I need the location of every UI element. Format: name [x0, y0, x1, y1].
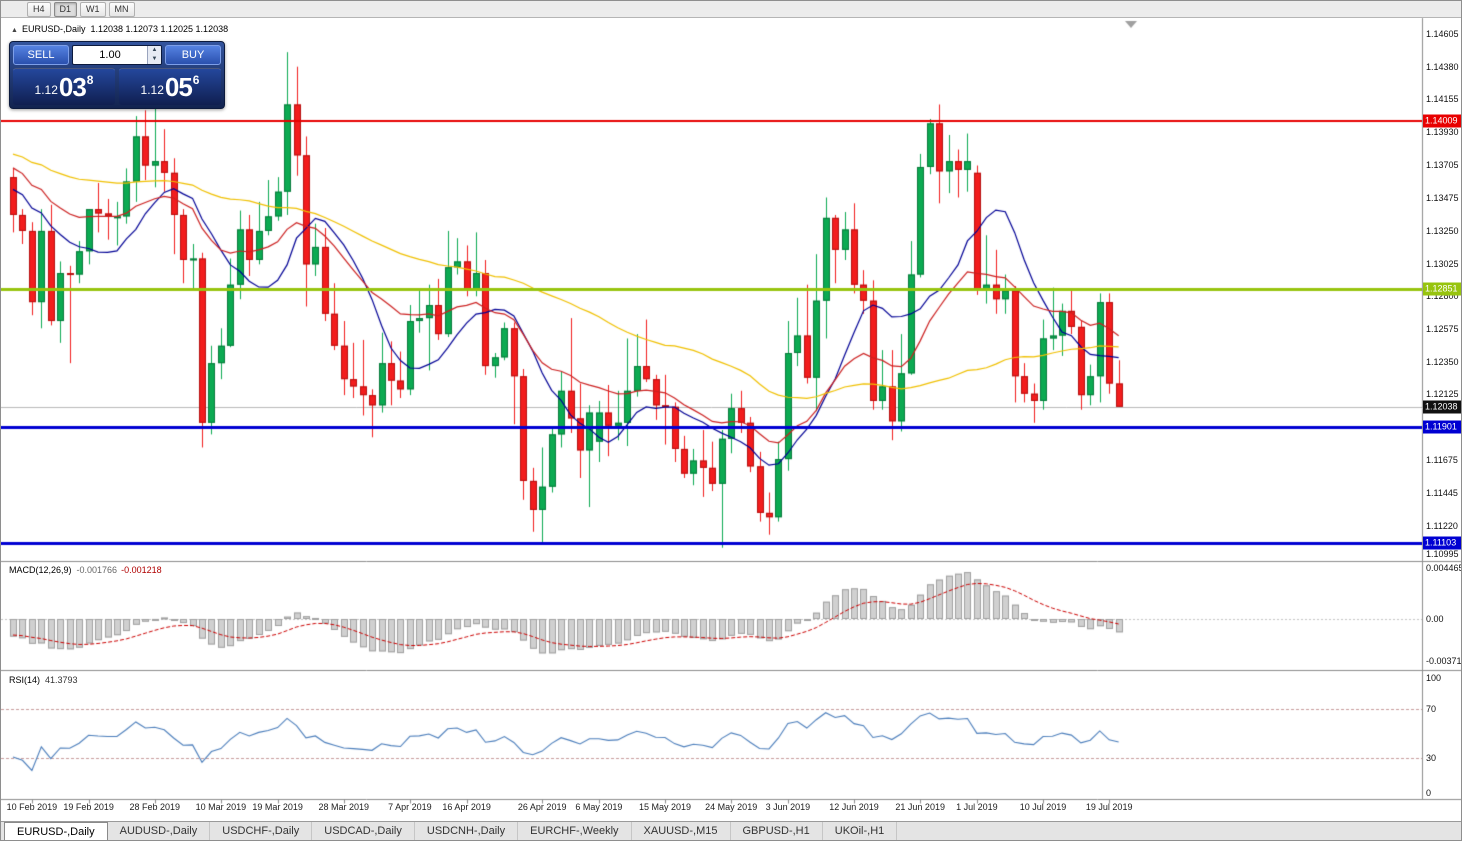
chart-ohlc-values: 1.12038 1.12073 1.12025 1.12038: [90, 24, 229, 34]
timeframe-toolbar: H4 D1 W1 MN: [1, 1, 1461, 18]
sell-price-display[interactable]: 1.12 03 8: [13, 68, 115, 105]
buy-price-main: 1.12: [140, 83, 164, 97]
chart-title: ▲ EURUSD-,Daily 1.12038 1.12073 1.12025 1.…: [11, 24, 228, 34]
volume-input[interactable]: 1.00: [99, 49, 121, 61]
timeframe-buttons: H4 D1 W1 MN: [27, 1, 135, 17]
macd-name: MACD(12,26,9): [9, 565, 72, 575]
timeframe-button-d1[interactable]: D1: [53, 1, 78, 17]
chart-tab-eurusd-daily[interactable]: EURUSD-,Daily: [4, 822, 108, 840]
chart-tab-ukoil-h1[interactable]: UKOil-,H1: [823, 822, 898, 840]
chart-symbol-period: EURUSD-,Daily: [21, 24, 86, 34]
one-click-trading-panel: SELL 1.00 ▲ ▼ BUY 1.12 03 8 1.12 05 6: [9, 41, 225, 109]
chart-tab-xauusd-m15[interactable]: XAUUSD-,M15: [632, 822, 731, 840]
volume-spinner: ▲ ▼: [147, 46, 161, 64]
chart-tab-gbpusd-h1[interactable]: GBPUSD-,H1: [731, 822, 823, 840]
one-click-collapse-icon[interactable]: ▲: [11, 27, 18, 34]
sell-price-pips: 03: [58, 71, 87, 102]
volume-increase-button[interactable]: ▲: [148, 46, 161, 55]
timeframe-button-h4[interactable]: H4: [27, 1, 51, 17]
chart-tab-bar: EURUSD-,Daily AUDUSD-,Daily USDCHF-,Daily U…: [1, 821, 1461, 840]
volume-decrease-button[interactable]: ▼: [148, 55, 161, 64]
timeframe-button-mn[interactable]: MN: [108, 1, 135, 17]
rsi-name: RSI(14): [9, 675, 41, 685]
rsi-indicator-label: RSI(14) 41.3793: [9, 675, 78, 685]
sell-button[interactable]: SELL: [13, 45, 69, 65]
sell-price-main: 1.12: [34, 83, 58, 97]
macd-indicator-label: MACD(12,26,9) -0.001766 -0.001218: [9, 565, 162, 575]
buy-price-pips: 05: [164, 71, 193, 102]
rsi-value: 41.3793: [45, 675, 78, 685]
chart-tab-eurchf-weekly[interactable]: EURCHF-,Weekly: [518, 822, 632, 840]
sell-price-point: 8: [86, 73, 94, 87]
macd-main-value: -0.001766: [76, 565, 118, 575]
buy-price-point: 6: [192, 73, 200, 87]
macd-signal-value: -0.001218: [121, 565, 162, 575]
chart-tab-usdcnh-daily[interactable]: USDCNH-,Daily: [415, 822, 519, 840]
chart-tab-audusd-daily[interactable]: AUDUSD-,Daily: [108, 822, 211, 840]
timeframe-button-w1[interactable]: W1: [80, 1, 106, 17]
buy-price-display[interactable]: 1.12 05 6: [119, 68, 221, 105]
chart-tab-usdcad-daily[interactable]: USDCAD-,Daily: [312, 822, 415, 840]
buy-button[interactable]: BUY: [165, 45, 221, 65]
volume-control: 1.00 ▲ ▼: [72, 45, 162, 65]
chart-tab-usdchf-daily[interactable]: USDCHF-,Daily: [210, 822, 313, 840]
